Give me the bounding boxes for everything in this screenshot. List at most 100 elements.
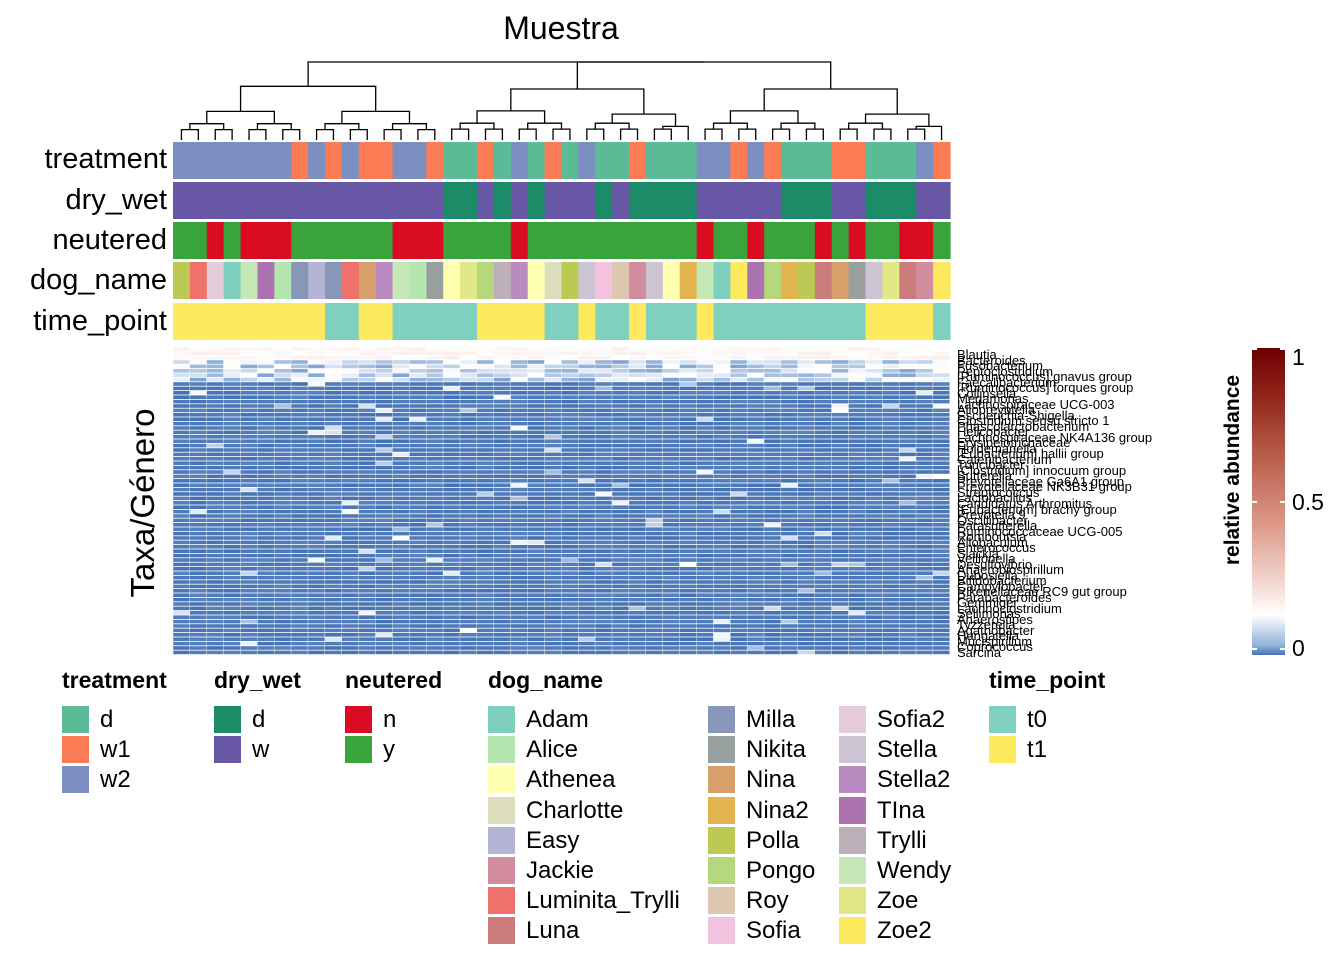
heatmap-cell	[899, 421, 916, 426]
heatmap-cell	[899, 369, 916, 373]
heatmap-cell	[477, 641, 494, 646]
taxon-label: Oscillibacter	[957, 512, 1028, 528]
heatmap-cell	[933, 571, 950, 575]
heatmap-cell	[291, 483, 308, 487]
heatmap-cell	[493, 637, 511, 641]
heatmap-cell	[679, 619, 697, 624]
heatmap-cell	[916, 439, 933, 443]
heatmap-cell	[865, 413, 883, 417]
heatmap-cell	[477, 369, 494, 373]
heatmap-cell	[713, 487, 731, 492]
heatmap-cell	[865, 439, 883, 443]
heatmap-cell	[848, 417, 866, 421]
heatmap-cell	[527, 461, 545, 465]
heatmap-cell	[240, 399, 258, 404]
heatmap-cell	[325, 421, 342, 426]
heatmap-cell	[848, 611, 866, 615]
heatmap-cell	[797, 628, 815, 633]
heatmap-cell	[544, 413, 562, 417]
heatmap-cell	[206, 395, 224, 399]
heatmap-cell	[308, 553, 325, 558]
heatmap-cell	[544, 479, 562, 483]
heatmap-cell	[375, 505, 393, 509]
heatmap-cell	[460, 536, 477, 540]
heatmap-cell	[899, 567, 916, 571]
heatmap-cell	[257, 584, 274, 589]
heatmap-cell	[730, 619, 747, 624]
heatmap-cell	[223, 633, 241, 637]
heatmap-cell	[899, 492, 916, 496]
heatmap-cell	[493, 382, 511, 386]
heatmap-cell	[679, 439, 697, 443]
heatmap-cell	[916, 386, 933, 391]
heatmap-cell	[629, 474, 646, 479]
heatmap-cell	[899, 391, 916, 395]
heatmap-cell	[325, 430, 342, 435]
heatmap-cell	[730, 487, 747, 492]
annotation-cell-time_point	[814, 303, 833, 340]
heatmap-cell	[578, 602, 595, 606]
heatmap-cell	[477, 382, 494, 386]
heatmap-cell	[645, 531, 663, 536]
annotation-cell-time_point	[882, 303, 900, 340]
heatmap-cell	[460, 487, 477, 492]
heatmap-cell	[916, 452, 933, 457]
heatmap-cell	[662, 624, 680, 628]
annotation-cell-dry_wet	[764, 182, 782, 219]
heatmap-cell	[848, 470, 866, 474]
heatmap-cell	[443, 650, 460, 655]
annotation-cell-treatment	[865, 142, 884, 179]
heatmap-cell	[510, 417, 528, 421]
heatmap-cell	[291, 413, 308, 417]
heatmap-cell	[274, 395, 291, 399]
heatmap-cell	[645, 355, 663, 360]
heatmap-cell	[426, 637, 443, 641]
heatmap-cell	[426, 369, 443, 373]
heatmap-cell	[747, 448, 764, 452]
heatmap-cell	[544, 509, 562, 514]
heatmap-cell	[713, 619, 731, 624]
heatmap-cell	[612, 430, 629, 435]
heatmap-cell	[341, 646, 359, 650]
heatmap-cell	[544, 501, 562, 505]
heatmap-cell	[426, 417, 443, 421]
annotation-cell-time_point	[662, 303, 681, 340]
heatmap-cell	[392, 351, 410, 355]
heatmap-cell	[933, 421, 950, 426]
annotation-cell-treatment	[797, 142, 816, 179]
heatmap-cell	[629, 457, 646, 461]
colorbar-tick-0-5: 0.5	[1292, 489, 1324, 515]
heatmap-cell	[612, 540, 629, 545]
heatmap-cell	[426, 382, 443, 386]
heatmap-cell	[274, 611, 291, 615]
heatmap-cell	[696, 523, 714, 527]
legend-swatch	[989, 736, 1016, 764]
heatmap-cell	[240, 391, 258, 395]
heatmap-cell	[730, 509, 747, 514]
heatmap-cell	[358, 386, 376, 391]
heatmap-cell	[223, 646, 241, 650]
heatmap-cell	[341, 571, 359, 575]
heatmap-cell	[645, 399, 663, 404]
heatmap-cell	[510, 641, 528, 646]
heatmap-cell	[696, 360, 714, 364]
heatmap-cell	[612, 501, 629, 505]
heatmap-cell	[544, 404, 562, 408]
heatmap-cell	[173, 549, 190, 553]
heatmap-cell	[308, 364, 325, 369]
heatmap-cell	[747, 615, 764, 619]
heatmap-cell	[291, 584, 308, 589]
heatmap-cell	[797, 597, 815, 602]
heatmap-cell	[797, 452, 815, 457]
heatmap-cell	[240, 606, 258, 611]
heatmap-cell	[814, 567, 832, 571]
heatmap-cell	[713, 395, 731, 399]
heatmap-cell	[933, 426, 950, 430]
heatmap-cell	[612, 549, 629, 553]
heatmap-cell	[544, 496, 562, 501]
heatmap-cell	[814, 611, 832, 615]
heatmap-cell	[173, 545, 190, 549]
heatmap-cell	[527, 619, 545, 624]
heatmap-cell	[460, 430, 477, 435]
heatmap-cell	[308, 360, 325, 364]
